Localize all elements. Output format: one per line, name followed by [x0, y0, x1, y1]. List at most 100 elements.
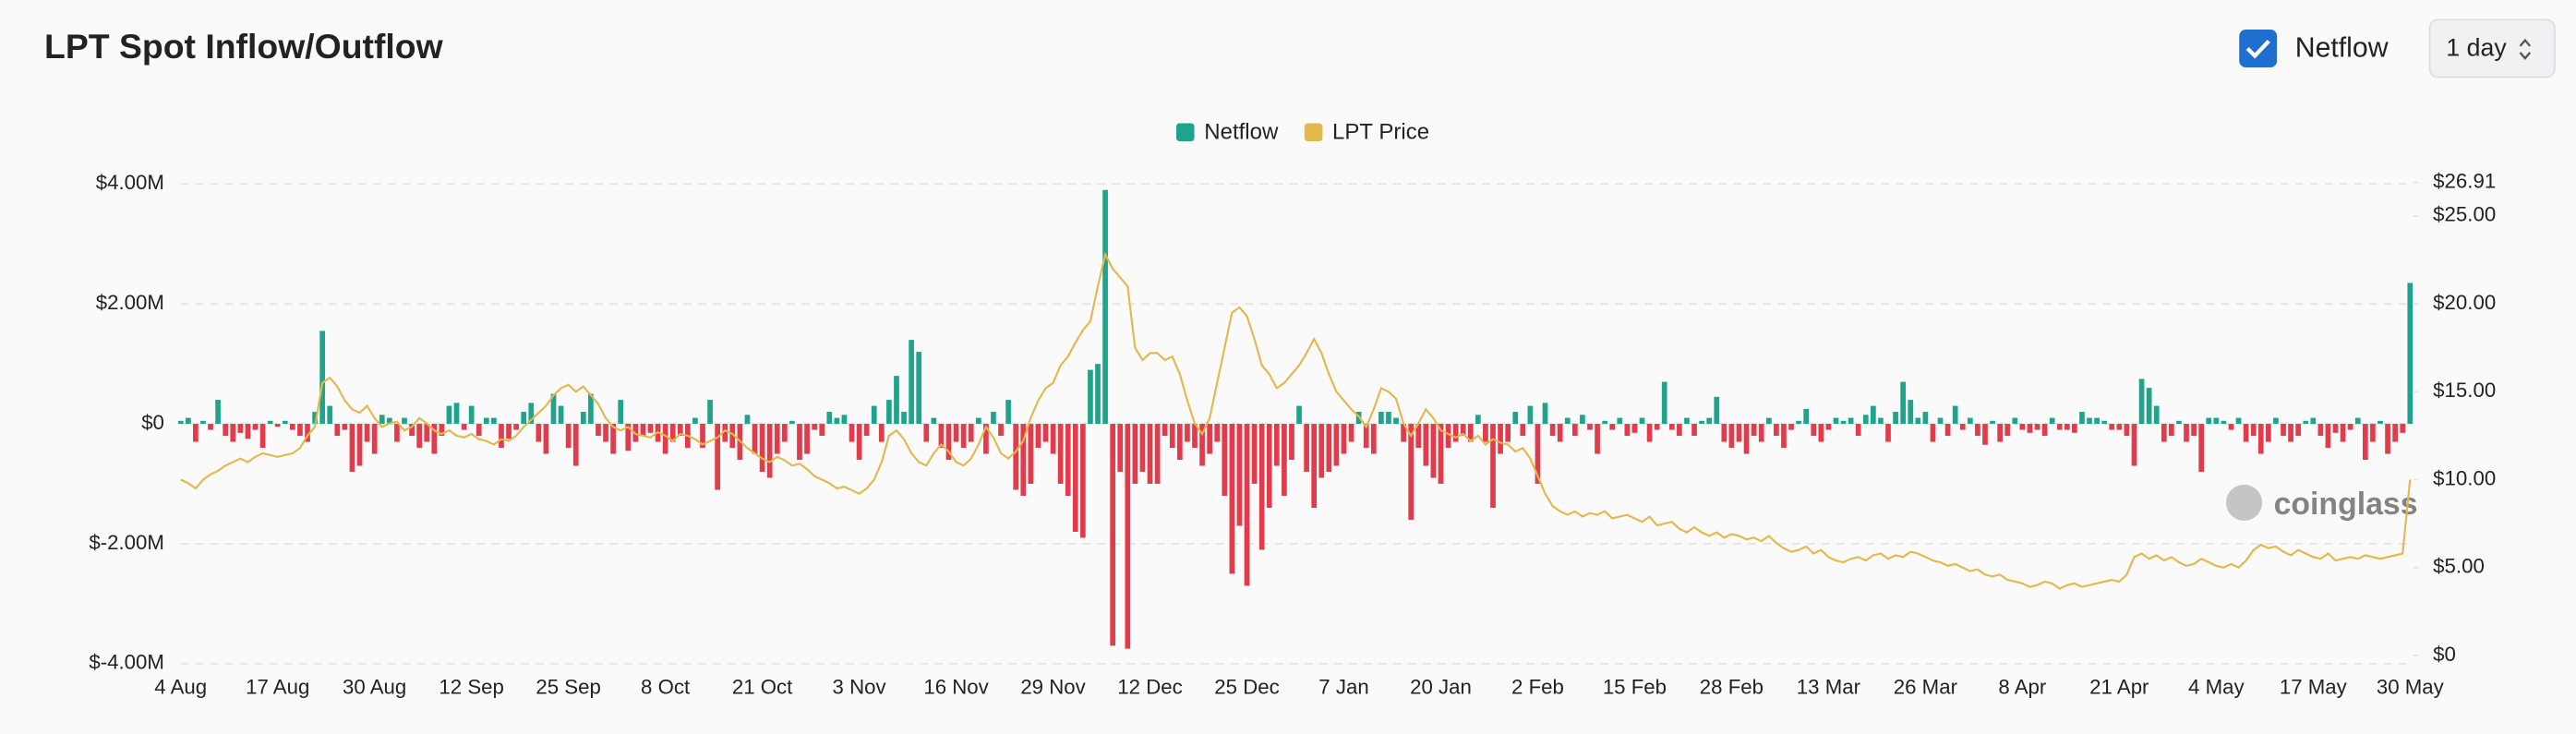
netflow-bar: [1013, 424, 1019, 490]
netflow-bar: [200, 420, 206, 425]
netflow-bar: [1602, 420, 1607, 425]
x-tick-label: 20 Jan: [1410, 675, 1472, 698]
netflow-bar: [2169, 424, 2174, 437]
select-label[interactable]: 1 day: [2446, 33, 2507, 61]
netflow-bar: [1423, 424, 1429, 466]
netflow-bar: [282, 420, 288, 425]
netflow-bar: [1997, 424, 2003, 442]
netflow-bar: [1930, 424, 1936, 442]
netflow-bar: [1452, 424, 1459, 442]
x-tick-label: 17 May: [2280, 675, 2348, 698]
netflow-bar: [1781, 424, 1787, 449]
netflow-bar: [402, 417, 407, 425]
netflow-bar: [812, 424, 817, 430]
netflow-bar: [1811, 424, 1817, 437]
netflow-bar: [1095, 364, 1101, 425]
netflow-bar: [1736, 424, 1742, 442]
netflow-bar: [588, 393, 594, 425]
netflow-bar: [826, 412, 833, 425]
netflow-bar: [1684, 417, 1690, 425]
netflow-bar: [1774, 424, 1779, 437]
netflow-bar: [819, 424, 825, 437]
y-tick-label: $-4.00M: [89, 651, 164, 674]
netflow-bar: [2303, 420, 2309, 425]
netflow-bar: [2317, 424, 2324, 437]
netflow-bar: [625, 424, 632, 451]
netflow-bar: [1490, 424, 1496, 508]
netflow-bar: [2101, 420, 2108, 425]
toggle-label[interactable]: Netflow: [2295, 32, 2389, 63]
netflow-bar: [640, 424, 646, 437]
netflow-bar: [237, 424, 244, 433]
netflow-bar: [506, 424, 512, 439]
netflow-bar: [1401, 424, 1406, 442]
netflow-bar: [647, 424, 654, 433]
netflow-bar: [1765, 417, 1772, 425]
netflow-bar: [804, 424, 810, 454]
netflow-bar: [1125, 424, 1131, 649]
x-tick-label: 3 Nov: [833, 675, 887, 698]
netflow-bar: [1139, 424, 1146, 473]
netflow-bar: [1855, 424, 1861, 437]
netflow-bar: [1311, 424, 1318, 508]
checkbox[interactable]: [2239, 30, 2278, 67]
netflow-bar: [1728, 424, 1735, 449]
interval-select[interactable]: 1 day: [2428, 18, 2556, 78]
netflow-bar: [2266, 424, 2271, 442]
netflow-bar: [461, 424, 467, 430]
x-tick-label: 21 Apr: [2089, 675, 2149, 698]
netflow-bar: [774, 424, 780, 454]
netflow-bar: [1415, 424, 1422, 449]
netflow-bar: [1654, 424, 1660, 430]
netflow-bar: [550, 393, 557, 425]
netflow-bar: [416, 424, 422, 449]
netflow-bar: [669, 424, 676, 442]
legend-label: Netflow: [1204, 119, 1279, 144]
netflow-bar: [1535, 424, 1541, 485]
netflow-toggle[interactable]: Netflow: [2239, 30, 2389, 67]
netflow-bar: [2400, 424, 2406, 433]
x-tick-label: 17 Aug: [246, 675, 309, 698]
netflow-bar: [2027, 424, 2033, 433]
netflow-bar: [603, 424, 608, 442]
netflow-bar: [1363, 424, 1369, 449]
netflow-bar: [1721, 424, 1727, 442]
netflow-bar: [349, 424, 355, 473]
netflow-bar: [1042, 424, 1049, 442]
netflow-bar: [2310, 417, 2317, 425]
netflow-bar: [185, 417, 191, 425]
netflow-bar: [1185, 424, 1190, 442]
netflow-bar: [1467, 424, 1474, 442]
netflow-bar: [1922, 412, 1929, 425]
select-box[interactable]: [2428, 18, 2556, 78]
netflow-bar: [878, 424, 885, 442]
y2-tick-label: $10.00: [2433, 466, 2496, 489]
netflow-bar: [923, 424, 930, 442]
netflow-bar: [1840, 420, 1847, 425]
select-arrow: [2519, 38, 2532, 60]
netflow-bar: [483, 417, 489, 425]
netflow-bar: [274, 424, 281, 427]
netflow-bar: [2056, 424, 2063, 430]
netflow-bar: [1571, 424, 1578, 437]
netflow-bar: [259, 424, 266, 449]
y2-tick-label: $26.91: [2433, 169, 2496, 192]
x-tick-label: 12 Sep: [439, 675, 503, 698]
netflow-bar: [2257, 424, 2264, 454]
netflow-bar: [1639, 417, 1645, 425]
netflow-bar: [1154, 424, 1161, 485]
netflow-bar: [499, 424, 504, 449]
netflow-bar: [453, 403, 460, 425]
netflow-bar: [1609, 424, 1616, 430]
netflow-bar: [2049, 417, 2055, 425]
netflow-bar: [1505, 424, 1511, 442]
netflow-bar: [909, 340, 914, 425]
netflow-bar: [863, 424, 870, 437]
netflow-bar: [1333, 424, 1340, 466]
netflow-bar: [1199, 424, 1205, 466]
x-tick-label: 26 Mar: [1894, 675, 1958, 698]
netflow-bar: [1057, 424, 1064, 485]
x-tick-label: 28 Feb: [1700, 675, 1763, 698]
netflow-bar: [2213, 417, 2220, 425]
